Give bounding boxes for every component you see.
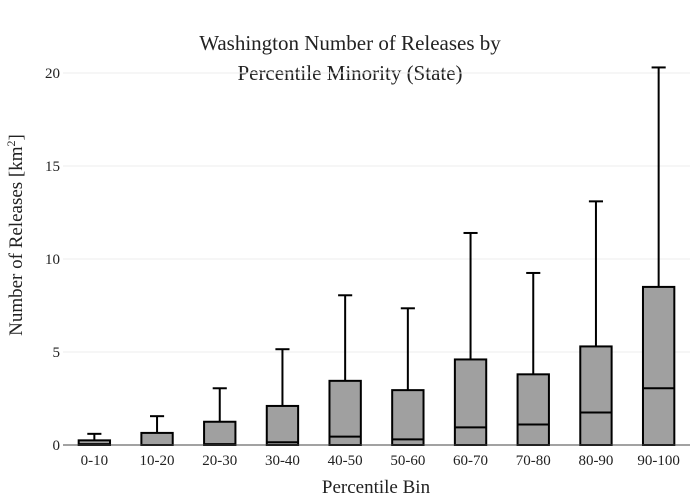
- y-axis-title-main: Number of Releases [km: [6, 146, 27, 336]
- x-tick-label: 10-20: [140, 453, 175, 469]
- box-series: [77, 66, 676, 447]
- box-60-70: [453, 231, 488, 447]
- x-tick-label: 70-80: [516, 453, 551, 469]
- box-30-40: [265, 348, 300, 446]
- x-tick-label: 20-30: [202, 453, 237, 469]
- chart-title-line-1: Washington Number of Releases by: [199, 31, 501, 55]
- x-tick-label: 80-90: [578, 453, 613, 469]
- box-body: [453, 358, 488, 447]
- box-90-100: [641, 66, 676, 446]
- box-70-80: [516, 271, 550, 446]
- x-tick-label: 0-10: [81, 453, 109, 469]
- box-80-90: [579, 200, 613, 446]
- y-axis-title: Number of Releases [km2]: [4, 134, 27, 336]
- y-tick-label: 10: [45, 252, 60, 268]
- y-axis-title-superscript: 2: [4, 140, 18, 146]
- x-tick-label: 60-70: [453, 453, 488, 469]
- x-tick-label: 30-40: [265, 453, 300, 469]
- box-10-20: [140, 415, 174, 446]
- y-axis-title-end: ]: [6, 134, 27, 140]
- box-body: [328, 379, 362, 447]
- x-tick-label: 90-100: [637, 453, 680, 469]
- box-40-50: [328, 294, 362, 447]
- box-body: [140, 431, 174, 446]
- x-axis-title: Percentile Bin: [322, 477, 431, 498]
- y-tick-label: 20: [45, 66, 60, 82]
- x-tick-label: 50-60: [390, 453, 425, 469]
- x-tick-labels: 0-10 10-20 20-30 30-40 40-50 50-60 60-70 70-80 8…: [81, 453, 680, 469]
- box-body: [203, 420, 237, 447]
- y-tick-label: 0: [53, 438, 61, 454]
- box-0-10: [77, 432, 112, 447]
- x-tick-label: 40-50: [328, 453, 363, 469]
- box-body: [579, 345, 613, 446]
- box-body: [516, 373, 550, 446]
- box-body: [265, 404, 300, 446]
- box-body: [641, 285, 676, 446]
- box-50-60: [391, 307, 425, 446]
- box-body: [391, 389, 425, 446]
- y-tick-label: 5: [53, 345, 61, 361]
- y-tick-label: 15: [45, 159, 60, 175]
- y-tick-labels: 0 5 10 15 20: [45, 66, 60, 454]
- box-20-30: [203, 387, 237, 447]
